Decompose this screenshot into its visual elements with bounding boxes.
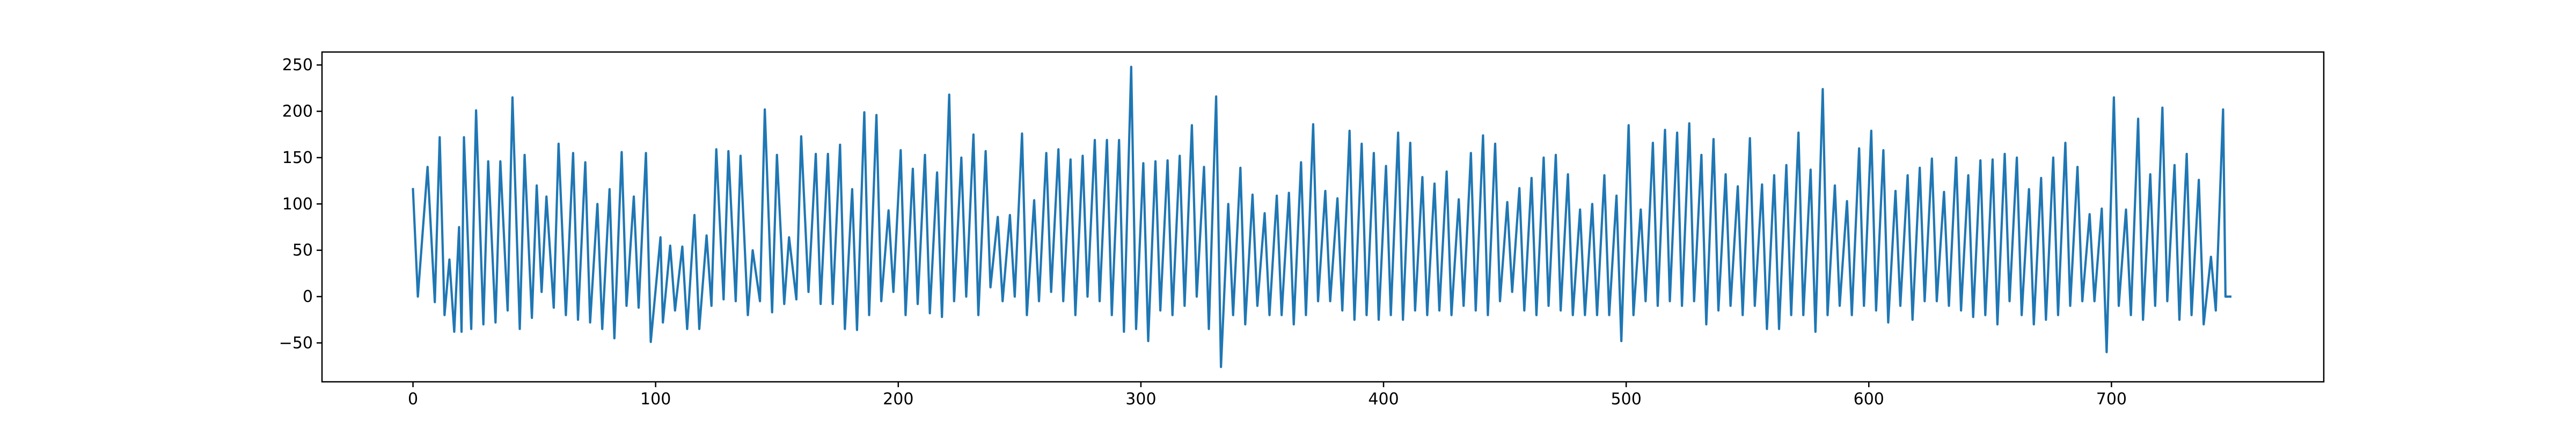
y-tick-label: 150 (282, 149, 313, 167)
y-tick-label: 100 (282, 195, 313, 213)
y-axis: −50 0 50 100 150 200 250 (279, 56, 322, 352)
axes-frame (321, 51, 2325, 383)
x-tick-label: 600 (1854, 390, 1884, 409)
x-tick-label: 700 (2096, 390, 2127, 409)
y-tick-label: 50 (292, 241, 313, 260)
y-tick-label: 0 (303, 287, 313, 306)
y-tick-label: −50 (279, 334, 313, 352)
x-tick-label: 100 (640, 390, 671, 409)
x-tick-label: 400 (1368, 390, 1399, 409)
x-tick-label: 500 (1611, 390, 1642, 409)
x-tick-label: 200 (883, 390, 913, 409)
plot-area (412, 65, 2231, 368)
series-line (412, 65, 2231, 368)
x-tick-label: 0 (408, 390, 418, 409)
x-tick-label: 300 (1125, 390, 1156, 409)
y-tick-label: 200 (282, 102, 313, 121)
x-axis: 0 100 200 300 400 500 600 700 (408, 382, 2127, 409)
y-tick-label: 250 (282, 56, 313, 75)
